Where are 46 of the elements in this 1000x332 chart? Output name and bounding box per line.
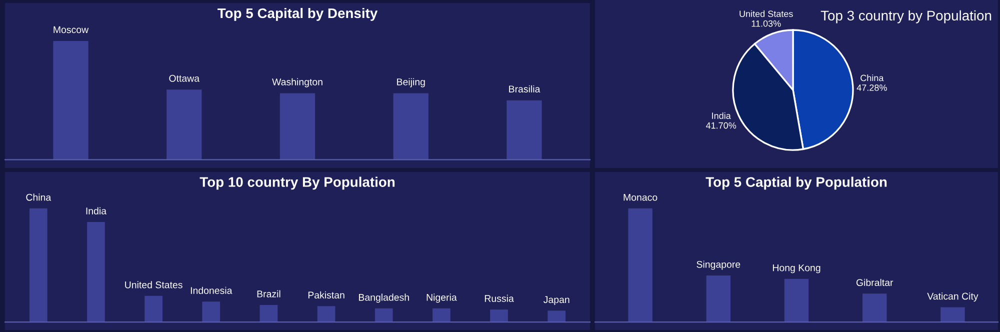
x-tick-label: Washington <box>272 78 322 88</box>
bar <box>432 308 450 322</box>
x-tick-label: Beijing <box>397 78 425 88</box>
bar <box>280 93 316 160</box>
bar <box>548 310 566 322</box>
chart-title: Top 5 Capital by Density <box>218 8 378 21</box>
x-tick-label: Vatican City <box>927 292 978 302</box>
x-tick-label: Moscow <box>54 26 89 34</box>
x-tick-label: Indonesia <box>190 286 232 294</box>
bar <box>260 304 278 322</box>
data-label: 11.03% <box>752 20 781 27</box>
bar <box>317 306 336 322</box>
x-tick-label: Monaco <box>624 194 658 201</box>
bar <box>940 307 965 322</box>
bar <box>706 275 731 322</box>
bar <box>628 208 652 322</box>
chart-title: Top 5 Captial by Population <box>706 176 887 190</box>
x-tick-label: Ottawa <box>169 74 200 82</box>
bar <box>144 296 162 322</box>
bar <box>53 40 88 160</box>
bar <box>202 302 220 322</box>
bar <box>393 93 428 160</box>
data-label: 41.70% <box>706 122 736 129</box>
x-tick-label: Hong Kong <box>772 264 820 274</box>
data-label: 47.28% <box>856 84 887 91</box>
x-tick-label: Singapore <box>696 260 740 270</box>
bar <box>490 310 508 322</box>
x-tick-label: Nigeria <box>426 294 457 303</box>
x-tick-label: Brasilia <box>509 85 540 92</box>
x-tick-label: Russia <box>484 294 514 302</box>
chart-title: Top 3 country by Population <box>820 10 992 24</box>
bar <box>862 294 887 322</box>
bar <box>506 100 542 160</box>
chart-title: Top 10 country By Population <box>200 176 395 190</box>
bar <box>87 222 105 322</box>
x-tick-label: Gibraltar <box>856 278 894 286</box>
x-tick-label: Bangladesh <box>358 294 409 303</box>
x-tick-label: Pakistan <box>308 291 344 299</box>
bar <box>29 208 48 322</box>
bar <box>784 278 809 322</box>
x-tick-label: Japan <box>544 296 570 305</box>
slice-label: India <box>712 112 731 119</box>
x-tick-label: Brazil <box>257 290 280 298</box>
slice-label: United States <box>740 10 793 18</box>
bar <box>374 308 393 322</box>
bar <box>166 90 202 160</box>
